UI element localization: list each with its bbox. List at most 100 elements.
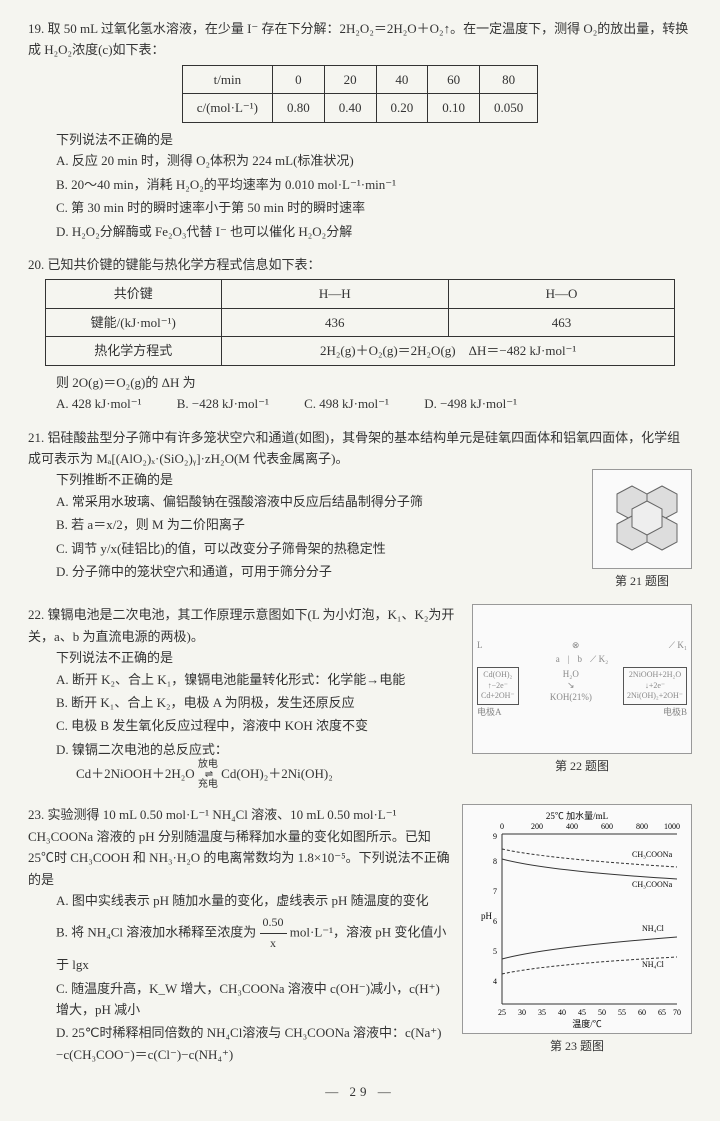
eq-right: Cd(OH)₂＋2Ni(OH)₂	[221, 766, 333, 781]
q20-subtext: 则 2O(g)＝O₂(g)的 ΔH 为	[56, 372, 692, 393]
option-c: C. 498 kJ·mol⁻¹	[304, 393, 389, 414]
td: c/(mol·L⁻¹)	[182, 94, 272, 122]
q22-text: 镍镉电池是二次电池，其工作原理示意图如下(L 为小灯泡，K₁、K₂为开关，a、b…	[28, 607, 454, 643]
svg-text:温度/℃: 温度/℃	[572, 1018, 602, 1029]
svg-text:6: 6	[493, 917, 497, 926]
td: 键能/(kJ·mol⁻¹)	[45, 308, 221, 336]
svg-text:NH₄Cl: NH₄Cl	[642, 960, 665, 969]
option-d: D. 分子筛中的笼状空穴和通道，可用于筛分分子	[56, 561, 582, 582]
table-row: 热化学方程式 2H₂(g)＋O₂(g)＝2H₂O(g) ΔH＝−482 kJ·m…	[45, 337, 675, 365]
option-c: C. 随温度升高，K_W 增大，CH₃COONa 溶液中 c(OH⁻)减小，c(…	[56, 978, 452, 1021]
th: 80	[480, 65, 538, 93]
q21-text: 铝硅酸盐型分子筛中有许多笼状空穴和通道(如图)，其骨架的基本结构单元是硅氧四面体…	[28, 430, 680, 466]
q23-options: A. 图中实线表示 pH 随加水量的变化，虚线表示 pH 随温度的变化 B. 将…	[56, 890, 452, 1065]
svg-text:45: 45	[578, 1008, 586, 1017]
svg-text:25℃ 加水量/mL: 25℃ 加水量/mL	[546, 810, 608, 821]
q19-subtext: 下列说法不正确的是	[56, 129, 692, 150]
td: 463	[448, 308, 675, 336]
svg-text:600: 600	[601, 822, 613, 831]
svg-text:NH₄Cl: NH₄Cl	[642, 924, 665, 933]
svg-text:400: 400	[566, 822, 578, 831]
td: 2H₂(g)＋O₂(g)＝2H₂O(g) ΔH＝−482 kJ·mol⁻¹	[221, 337, 674, 365]
svg-text:8: 8	[493, 857, 497, 866]
question-23: 23. 实验测得 10 mL 0.50 mol·L⁻¹ NH₄Cl 溶液、10 …	[28, 804, 692, 1067]
svg-text:25: 25	[498, 1008, 506, 1017]
option-b: B. 将 NH₄Cl 溶液加水稀释至浓度为 0.50x mol·L⁻¹，溶液 p…	[56, 913, 452, 975]
q21-options: A. 常采用水玻璃、偏铝酸钠在强酸溶液中反应后结晶制得分子筛 B. 若 a＝x/…	[56, 491, 582, 583]
option-a: A. 图中实线表示 pH 随加水量的变化，虚线表示 pH 随温度的变化	[56, 890, 452, 911]
td: 0.80	[273, 94, 325, 122]
svg-text:5: 5	[493, 947, 497, 956]
q21-figcap: 第 21 题图	[592, 572, 692, 592]
td: 0.10	[428, 94, 480, 122]
table-row: 共价键 H—H H—O	[45, 280, 675, 308]
q20-number: 20.	[28, 257, 44, 272]
option-b: B. −428 kJ·mol⁻¹	[177, 393, 269, 414]
option-c: C. 调节 y/x(硅铝比)的值，可以改变分子筛骨架的热稳定性	[56, 538, 582, 559]
table-row: 键能/(kJ·mol⁻¹) 436 463	[45, 308, 675, 336]
battery-circuit-diagram: L⊗⟋ K₁ a|b⟋ K₂ Cd(OH)₂↑−2e⁻Cd+2OH⁻ H₂O↘K…	[472, 604, 692, 754]
q23-text: 实验测得 10 mL 0.50 mol·L⁻¹ NH₄Cl 溶液、10 mL 0…	[28, 807, 450, 886]
opt-b-text1: B. 将 NH₄Cl 溶液加水稀释至浓度为	[56, 925, 256, 940]
page-number: — 29 —	[28, 1081, 692, 1102]
q23-figcap: 第 23 题图	[462, 1037, 692, 1057]
q22-figure: L⊗⟋ K₁ a|b⟋ K₂ Cd(OH)₂↑−2e⁻Cd+2OH⁻ H₂O↘K…	[472, 604, 692, 777]
q19-text: 取 50 mL 过氧化氢水溶液，在少量 I⁻ 存在下分解：2H₂O₂＝2H₂O＋…	[28, 21, 688, 57]
ph-chart: 02004006008001000 456789 pH CH₃COONaCH₃C…	[462, 804, 692, 1034]
td: 共价键	[45, 280, 221, 308]
td: H—O	[448, 280, 675, 308]
td: 热化学方程式	[45, 337, 221, 365]
svg-text:200: 200	[531, 822, 543, 831]
svg-text:CH₃COONa: CH₃COONa	[632, 880, 673, 889]
svg-text:9: 9	[493, 832, 497, 841]
table-row: t/min 0 20 40 60 80	[182, 65, 538, 93]
th: 40	[376, 65, 428, 93]
svg-text:35: 35	[538, 1008, 546, 1017]
q23-number: 23.	[28, 807, 44, 822]
svg-text:pH: pH	[481, 911, 493, 921]
q22-figcap: 第 22 题图	[472, 757, 692, 777]
svg-text:40: 40	[558, 1008, 566, 1017]
option-c: C. 电极 B 发生氧化反应过程中，溶液中 KOH 浓度不变	[56, 715, 462, 736]
q20-table: 共价键 H—H H—O 键能/(kJ·mol⁻¹) 436 463 热化学方程式…	[45, 279, 676, 365]
svg-text:0: 0	[500, 822, 504, 831]
reversible-arrow: 放电⇌充电	[198, 760, 218, 790]
svg-text:CH₃COONa: CH₃COONa	[632, 850, 673, 859]
q21-figure: 第 21 题图	[592, 469, 692, 592]
svg-text:800: 800	[636, 822, 648, 831]
svg-text:65: 65	[658, 1008, 666, 1017]
q22-options: A. 断开 K₂、合上 K₁，镍镉电池能量转化形式：化学能→电能 B. 断开 K…	[56, 669, 462, 791]
question-19: 19. 取 50 mL 过氧化氢水溶液，在少量 I⁻ 存在下分解：2H₂O₂＝2…	[28, 18, 692, 242]
question-22: 22. 镍镉电池是二次电池，其工作原理示意图如下(L 为小灯泡，K₁、K₂为开关…	[28, 604, 692, 792]
fraction: 0.50x	[260, 913, 287, 954]
option-b: B. 断开 K₁、合上 K₂，电极 A 为阴极，发生还原反应	[56, 692, 462, 713]
q22-number: 22.	[28, 607, 44, 622]
th: 60	[428, 65, 480, 93]
option-a: A. 428 kJ·mol⁻¹	[56, 393, 142, 414]
question-20: 20. 已知共价键的键能与热化学方程式信息如下表： 共价键 H—H H—O 键能…	[28, 254, 692, 415]
th: 0	[273, 65, 325, 93]
option-a: A. 反应 20 min 时，测得 O₂体积为 224 mL(标准状况)	[56, 150, 692, 171]
td: H—H	[221, 280, 448, 308]
option-b: B. 若 a＝x/2，则 M 为二价阳离子	[56, 514, 582, 535]
q19-table: t/min 0 20 40 60 80 c/(mol·L⁻¹) 0.80 0.4…	[182, 65, 539, 123]
td: 436	[221, 308, 448, 336]
q22-subtext: 下列说法不正确的是	[56, 647, 462, 668]
td: 0.40	[324, 94, 376, 122]
option-a: A. 断开 K₂、合上 K₁，镍镉电池能量转化形式：化学能→电能	[56, 669, 462, 690]
molecular-sieve-diagram	[592, 469, 692, 569]
svg-text:55: 55	[618, 1008, 626, 1017]
q21-subtext: 下列推断不正确的是	[56, 469, 582, 490]
option-d: D. −498 kJ·mol⁻¹	[424, 393, 517, 414]
th: t/min	[182, 65, 272, 93]
svg-text:30: 30	[518, 1008, 526, 1017]
option-d: D. 25℃时稀释相同倍数的 NH₄Cl溶液与 CH₃COONa 溶液中：c(N…	[56, 1022, 452, 1065]
td: 0.20	[376, 94, 428, 122]
td: 0.050	[480, 94, 538, 122]
q19-number: 19.	[28, 21, 44, 36]
q19-options: A. 反应 20 min 时，测得 O₂体积为 224 mL(标准状况) B. …	[56, 150, 692, 242]
option-d-text1: D. 镍镉二次电池的总反应式：	[56, 742, 228, 757]
q23-figure: 02004006008001000 456789 pH CH₃COONaCH₃C…	[462, 804, 692, 1057]
eq-left: Cd＋2NiOOH＋2H₂O	[76, 766, 195, 781]
q21-number: 21.	[28, 430, 44, 445]
